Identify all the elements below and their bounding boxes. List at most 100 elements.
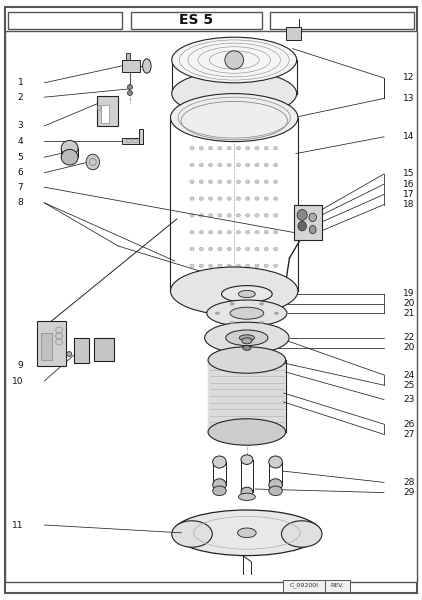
Ellipse shape (264, 197, 268, 200)
Bar (131, 12, 262, 29)
Ellipse shape (239, 335, 254, 341)
Ellipse shape (227, 197, 231, 200)
Text: 11: 11 (12, 520, 23, 529)
Ellipse shape (241, 487, 253, 497)
Ellipse shape (255, 130, 259, 133)
Ellipse shape (208, 197, 213, 200)
Ellipse shape (230, 307, 264, 319)
Ellipse shape (86, 154, 100, 170)
Text: 20: 20 (403, 299, 414, 308)
Text: REV.: REV. (331, 583, 344, 588)
Ellipse shape (236, 146, 241, 150)
Ellipse shape (273, 247, 278, 251)
Text: 17: 17 (403, 190, 414, 199)
Ellipse shape (190, 130, 194, 133)
Ellipse shape (246, 264, 250, 268)
Text: 10: 10 (12, 377, 23, 385)
Ellipse shape (281, 521, 322, 547)
Ellipse shape (273, 146, 278, 150)
Ellipse shape (199, 163, 203, 167)
Ellipse shape (190, 180, 194, 184)
Ellipse shape (208, 419, 286, 445)
Ellipse shape (213, 479, 226, 491)
Ellipse shape (236, 130, 241, 133)
Ellipse shape (227, 214, 231, 217)
Ellipse shape (218, 130, 222, 133)
Ellipse shape (264, 264, 268, 268)
Ellipse shape (172, 521, 212, 547)
Ellipse shape (274, 312, 279, 314)
Bar (270, 12, 414, 29)
Ellipse shape (236, 197, 241, 200)
Ellipse shape (218, 230, 222, 234)
Ellipse shape (173, 510, 321, 556)
Ellipse shape (255, 163, 259, 167)
Ellipse shape (199, 180, 203, 184)
Ellipse shape (213, 456, 226, 468)
Ellipse shape (255, 197, 259, 200)
Ellipse shape (199, 130, 203, 133)
Ellipse shape (236, 247, 241, 251)
Bar (8, 12, 122, 29)
Ellipse shape (208, 347, 286, 373)
Ellipse shape (208, 163, 213, 167)
Ellipse shape (222, 286, 272, 302)
Ellipse shape (190, 247, 194, 251)
Bar (101, 105, 109, 123)
Ellipse shape (269, 456, 282, 468)
Ellipse shape (238, 493, 255, 500)
Ellipse shape (273, 163, 278, 167)
Ellipse shape (255, 146, 259, 150)
Text: 21: 21 (403, 308, 414, 318)
Bar (122, 138, 143, 144)
Polygon shape (170, 118, 298, 291)
Ellipse shape (246, 163, 250, 167)
Text: 4: 4 (18, 136, 23, 145)
Text: 18: 18 (403, 200, 414, 209)
Ellipse shape (246, 146, 250, 150)
Ellipse shape (215, 312, 219, 314)
Text: 12: 12 (403, 73, 414, 82)
Ellipse shape (227, 146, 231, 150)
Bar (283, 580, 325, 592)
Polygon shape (208, 360, 286, 432)
Ellipse shape (255, 214, 259, 217)
Ellipse shape (227, 230, 231, 234)
Ellipse shape (225, 51, 243, 69)
Ellipse shape (255, 264, 259, 268)
Ellipse shape (264, 230, 268, 234)
Ellipse shape (264, 146, 268, 150)
Text: 29: 29 (403, 488, 414, 497)
Ellipse shape (172, 71, 297, 116)
Text: 5: 5 (17, 152, 23, 161)
Bar (325, 580, 350, 592)
Bar (294, 205, 322, 240)
Ellipse shape (190, 163, 194, 167)
Ellipse shape (260, 302, 264, 305)
Ellipse shape (236, 264, 241, 268)
Ellipse shape (218, 264, 222, 268)
Text: 28: 28 (403, 478, 414, 487)
Text: 22: 22 (403, 334, 414, 342)
Bar (286, 27, 301, 40)
Ellipse shape (255, 180, 259, 184)
Ellipse shape (199, 214, 203, 217)
Ellipse shape (208, 146, 213, 150)
Text: 2: 2 (18, 92, 23, 101)
Text: C_09200I: C_09200I (289, 583, 318, 589)
Text: 9: 9 (17, 361, 23, 370)
Ellipse shape (227, 264, 231, 268)
Text: 16: 16 (403, 180, 414, 188)
Ellipse shape (309, 226, 316, 234)
Text: 24: 24 (403, 370, 414, 379)
Ellipse shape (218, 214, 222, 217)
Ellipse shape (273, 264, 278, 268)
Ellipse shape (61, 140, 78, 156)
Text: 25: 25 (403, 381, 414, 390)
Ellipse shape (190, 197, 194, 200)
Text: 19: 19 (403, 289, 414, 298)
Ellipse shape (242, 338, 252, 344)
Ellipse shape (297, 209, 307, 220)
Text: 26: 26 (403, 420, 414, 428)
Ellipse shape (61, 149, 78, 165)
